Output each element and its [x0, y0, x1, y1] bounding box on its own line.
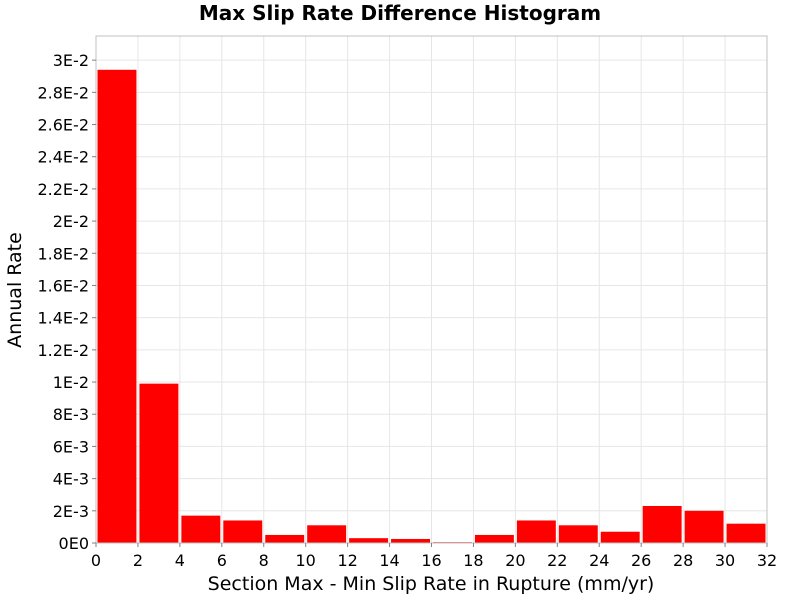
y-tick-label: 2E-3 [53, 502, 89, 521]
histogram-bar-8 [391, 538, 430, 543]
x-tick-label: 28 [673, 551, 693, 570]
y-tick-label: 2.8E-2 [37, 83, 89, 102]
y-tick-label: 2.4E-2 [37, 148, 89, 167]
histogram-bar-1 [97, 69, 137, 544]
x-tick-label: 20 [505, 551, 525, 570]
histogram-bar-11 [516, 520, 556, 543]
y-tick-label: 2.2E-2 [37, 180, 89, 199]
grid-lines [95, 36, 768, 544]
x-tick-label: 4 [175, 551, 185, 570]
x-tick-label: 32 [757, 551, 777, 570]
y-tick-label: 1.2E-2 [37, 341, 89, 360]
y-tick-label: 1.8E-2 [37, 244, 89, 263]
histogram-bars [97, 69, 766, 544]
x-tick-label: 16 [421, 551, 441, 570]
histogram-bar-14 [642, 505, 682, 543]
y-tick-label: 8E-3 [53, 405, 89, 424]
histogram-bar-4 [223, 520, 263, 543]
y-tick-label: 2.6E-2 [37, 116, 89, 135]
x-tick-label: 0 [91, 551, 101, 570]
y-axis-ticks: 0E0 2E-3 4E-3 6E-3 8E-3 1E-2 1.2E-2 1.4E-2 1.6E-… [37, 51, 96, 553]
y-tick-label: 6E-3 [53, 437, 89, 456]
chart-title: Max Slip Rate Difference Histogram [199, 1, 601, 25]
histogram-bar-5 [265, 534, 305, 543]
x-tick-label: 8 [259, 551, 269, 570]
y-tick-label: 1.6E-2 [37, 276, 89, 295]
x-tick-label: 10 [296, 551, 316, 570]
x-tick-label: 18 [463, 551, 483, 570]
histogram-bar-2 [139, 383, 179, 543]
x-axis-ticks: 0 2 4 6 8 10 12 14 16 18 20 22 24 26 28 30 32 [91, 543, 777, 570]
y-tick-label: 1.4E-2 [37, 309, 89, 328]
histogram-bar-12 [558, 525, 598, 543]
histogram-bar-16 [726, 523, 766, 543]
x-tick-label: 2 [133, 551, 143, 570]
x-tick-label: 12 [337, 551, 357, 570]
histogram-bar-15 [684, 510, 724, 543]
y-tick-label: 0E0 [59, 534, 89, 553]
x-tick-label: 22 [547, 551, 567, 570]
histogram-bar-3 [181, 515, 221, 543]
x-axis-label: Section Max - Min Slip Rate in Rupture (… [208, 573, 655, 595]
x-tick-label: 26 [631, 551, 651, 570]
histogram-bar-6 [307, 525, 347, 543]
x-tick-label: 30 [715, 551, 735, 570]
y-tick-label: 4E-3 [53, 470, 89, 489]
histogram-bar-10 [474, 534, 514, 543]
x-tick-label: 6 [217, 551, 227, 570]
y-tick-label: 3E-2 [53, 51, 89, 70]
y-tick-label: 1E-2 [53, 373, 89, 392]
x-tick-label: 14 [379, 551, 399, 570]
y-tick-label: 2E-2 [53, 212, 89, 231]
histogram-bar-7 [349, 538, 389, 543]
histogram-bar-13 [600, 531, 640, 543]
x-tick-label: 24 [589, 551, 609, 570]
y-axis-label: Annual Rate [4, 232, 26, 348]
